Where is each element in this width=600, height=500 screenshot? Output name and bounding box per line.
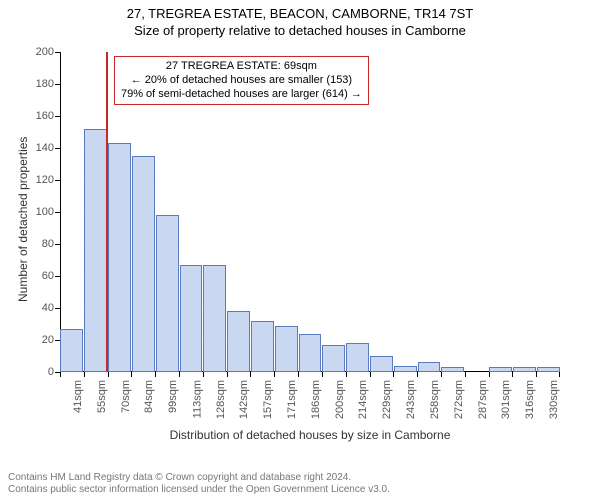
histogram-bar bbox=[513, 367, 536, 372]
x-tick-mark bbox=[370, 372, 371, 377]
x-tick-label: 113sqm bbox=[191, 380, 203, 418]
grid-line bbox=[60, 116, 560, 117]
grid-line bbox=[60, 148, 560, 149]
x-tick-label: 55sqm bbox=[96, 380, 108, 413]
y-tick-label: 0 bbox=[48, 366, 60, 378]
histogram-bar bbox=[251, 321, 274, 372]
x-tick-mark bbox=[84, 372, 85, 377]
histogram-bar bbox=[370, 356, 393, 372]
x-tick-mark bbox=[489, 372, 490, 377]
annotation-box: 27 TREGREA ESTATE: 69sqm← 20% of detache… bbox=[114, 56, 369, 105]
x-tick-mark bbox=[274, 372, 275, 377]
x-tick-mark bbox=[227, 372, 228, 377]
footer-line2: Contains public sector information licen… bbox=[8, 484, 592, 496]
x-tick-mark bbox=[250, 372, 251, 377]
chart-title-line1: 27, TREGREA ESTATE, BEACON, CAMBORNE, TR… bbox=[0, 6, 600, 21]
annotation-line2: ← 20% of detached houses are smaller (15… bbox=[121, 74, 362, 88]
x-tick-mark bbox=[155, 372, 156, 377]
y-tick-label: 100 bbox=[36, 206, 60, 218]
x-tick-label: 229sqm bbox=[381, 380, 393, 419]
histogram-bar bbox=[227, 311, 250, 372]
x-tick-label: 287sqm bbox=[477, 380, 489, 419]
x-tick-label: 157sqm bbox=[262, 380, 274, 419]
x-tick-label: 142sqm bbox=[239, 380, 251, 419]
x-tick-label: 330sqm bbox=[548, 380, 560, 419]
histogram-bar bbox=[346, 343, 369, 372]
x-tick-mark bbox=[108, 372, 109, 377]
y-tick-label: 40 bbox=[42, 302, 60, 314]
histogram-bar bbox=[60, 329, 83, 372]
histogram-bar bbox=[203, 265, 226, 372]
x-tick-mark bbox=[60, 372, 61, 377]
y-tick-label: 120 bbox=[36, 174, 60, 186]
x-tick-label: 41sqm bbox=[72, 380, 84, 413]
x-tick-mark bbox=[179, 372, 180, 377]
histogram-bar bbox=[275, 326, 298, 372]
footer-attribution: Contains HM Land Registry data © Crown c… bbox=[8, 472, 592, 496]
x-tick-mark bbox=[536, 372, 537, 377]
histogram-bar bbox=[441, 367, 464, 372]
histogram-bar bbox=[299, 334, 322, 372]
y-tick-label: 180 bbox=[36, 78, 60, 90]
histogram-bar bbox=[489, 367, 512, 372]
y-axis-label: Number of detached properties bbox=[16, 137, 30, 302]
x-tick-label: 84sqm bbox=[143, 380, 155, 413]
histogram-bar bbox=[418, 362, 441, 372]
x-tick-mark bbox=[465, 372, 466, 377]
x-tick-mark bbox=[346, 372, 347, 377]
x-tick-label: 272sqm bbox=[453, 380, 465, 419]
histogram-bar bbox=[394, 366, 417, 372]
x-tick-mark bbox=[512, 372, 513, 377]
x-tick-mark bbox=[322, 372, 323, 377]
x-tick-label: 301sqm bbox=[500, 380, 512, 419]
histogram-bar bbox=[132, 156, 155, 372]
histogram-bar bbox=[180, 265, 203, 372]
x-tick-label: 214sqm bbox=[358, 380, 370, 419]
y-tick-label: 160 bbox=[36, 110, 60, 122]
x-tick-label: 99sqm bbox=[167, 380, 179, 413]
histogram-bar bbox=[108, 143, 131, 372]
y-tick-label: 60 bbox=[42, 270, 60, 282]
x-tick-label: 186sqm bbox=[310, 380, 322, 419]
property-marker-line bbox=[106, 52, 108, 372]
x-tick-mark bbox=[559, 372, 560, 377]
x-tick-label: 171sqm bbox=[286, 380, 298, 419]
grid-line bbox=[60, 372, 560, 373]
chart-title-line2: Size of property relative to detached ho… bbox=[0, 23, 600, 38]
x-tick-label: 243sqm bbox=[405, 380, 417, 419]
histogram-bar bbox=[322, 345, 345, 372]
histogram-bar bbox=[537, 367, 560, 372]
x-tick-mark bbox=[131, 372, 132, 377]
x-tick-label: 70sqm bbox=[120, 380, 132, 413]
x-tick-mark bbox=[298, 372, 299, 377]
x-tick-mark bbox=[203, 372, 204, 377]
x-tick-mark bbox=[417, 372, 418, 377]
x-tick-label: 128sqm bbox=[215, 380, 227, 419]
annotation-line1: 27 TREGREA ESTATE: 69sqm bbox=[121, 60, 362, 74]
footer-line1: Contains HM Land Registry data © Crown c… bbox=[8, 472, 592, 484]
x-axis-label: Distribution of detached houses by size … bbox=[60, 428, 560, 442]
x-tick-label: 200sqm bbox=[334, 380, 346, 419]
x-tick-mark bbox=[441, 372, 442, 377]
y-tick-label: 80 bbox=[42, 238, 60, 250]
x-tick-label: 316sqm bbox=[524, 380, 536, 419]
histogram-bar bbox=[84, 129, 107, 372]
x-tick-label: 258sqm bbox=[429, 380, 441, 419]
x-tick-mark bbox=[393, 372, 394, 377]
annotation-line3: 79% of semi-detached houses are larger (… bbox=[121, 88, 362, 102]
y-tick-label: 20 bbox=[42, 334, 60, 346]
y-tick-label: 200 bbox=[36, 46, 60, 58]
histogram-bar bbox=[156, 215, 179, 372]
grid-line bbox=[60, 52, 560, 53]
y-tick-label: 140 bbox=[36, 142, 60, 154]
